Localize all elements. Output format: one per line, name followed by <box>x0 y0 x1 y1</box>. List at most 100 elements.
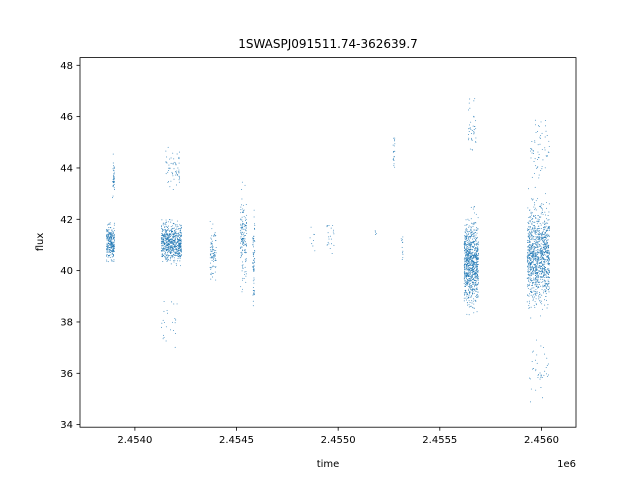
data-point <box>466 275 468 277</box>
data-point <box>110 244 112 246</box>
data-point <box>542 240 544 242</box>
data-point <box>179 237 181 239</box>
data-point <box>473 245 475 247</box>
data-point <box>241 233 243 235</box>
data-point <box>476 268 478 270</box>
data-point <box>543 244 545 245</box>
data-point <box>109 257 111 258</box>
data-point <box>161 233 163 235</box>
data-point <box>465 252 467 254</box>
data-point <box>465 282 467 283</box>
data-point <box>474 270 476 272</box>
data-point <box>472 263 474 265</box>
data-point <box>530 268 532 270</box>
data-point <box>163 247 165 249</box>
data-point <box>180 265 181 267</box>
data-point <box>534 230 536 232</box>
data-point <box>175 252 177 254</box>
data-point <box>180 235 182 237</box>
data-point <box>180 248 182 250</box>
data-point <box>538 219 540 221</box>
data-point <box>528 228 530 230</box>
data-point <box>469 302 471 304</box>
data-point <box>166 246 168 248</box>
data-point <box>215 279 217 281</box>
data-point <box>471 268 473 270</box>
data-point <box>213 258 214 260</box>
data-point <box>252 287 254 288</box>
data-point <box>253 252 255 254</box>
data-point <box>108 251 110 253</box>
data-point <box>534 226 536 228</box>
data-point <box>171 241 173 242</box>
data-point <box>466 274 468 276</box>
data-point <box>468 269 470 271</box>
data-point <box>548 227 550 229</box>
data-point <box>464 285 466 287</box>
data-point <box>172 236 174 237</box>
data-point <box>532 225 534 227</box>
data-point <box>531 260 532 262</box>
data-point <box>209 267 211 269</box>
data-point <box>326 244 328 246</box>
data-point <box>214 266 216 268</box>
data-point <box>215 234 217 236</box>
data-point <box>166 310 168 311</box>
data-point <box>474 289 476 291</box>
data-point <box>112 246 113 247</box>
data-point <box>537 144 539 146</box>
data-point <box>532 262 534 264</box>
data-point <box>179 176 181 178</box>
data-point <box>161 245 163 247</box>
data-point <box>536 271 538 273</box>
data-point <box>544 248 546 250</box>
data-point <box>245 204 247 205</box>
data-point <box>534 202 535 204</box>
data-point <box>536 304 537 306</box>
data-point <box>162 240 164 242</box>
data-point <box>467 247 469 249</box>
data-point <box>253 265 255 267</box>
data-point <box>530 235 532 237</box>
data-point <box>107 244 109 246</box>
data-point <box>472 273 474 275</box>
data-point <box>473 236 474 238</box>
data-point <box>167 239 169 241</box>
data-point <box>541 165 543 167</box>
data-point <box>466 272 468 274</box>
data-point <box>466 280 468 282</box>
data-point <box>464 231 466 233</box>
data-point <box>537 272 539 273</box>
data-point <box>179 239 181 241</box>
data-point <box>534 273 536 275</box>
data-point <box>333 244 335 246</box>
data-point <box>254 291 255 293</box>
data-point <box>537 131 538 132</box>
data-point <box>467 262 469 264</box>
data-point <box>465 244 467 246</box>
data-point <box>468 226 470 228</box>
data-point <box>477 279 479 281</box>
data-point <box>534 256 536 258</box>
data-point <box>546 272 548 274</box>
data-point <box>543 230 544 232</box>
data-point <box>536 257 538 259</box>
data-point <box>535 257 537 259</box>
data-point <box>113 187 115 189</box>
data-point <box>530 279 532 281</box>
data-point <box>539 267 541 269</box>
data-point <box>161 228 163 230</box>
data-point <box>244 252 246 254</box>
data-point <box>540 345 542 347</box>
data-point <box>546 240 548 242</box>
data-point <box>545 373 547 375</box>
data-point <box>173 246 175 248</box>
data-point <box>310 226 312 228</box>
data-point <box>171 231 172 233</box>
data-point <box>469 251 471 253</box>
data-point <box>467 256 469 258</box>
data-point <box>535 278 537 280</box>
data-point <box>534 209 536 211</box>
data-point <box>534 252 536 254</box>
data-point <box>463 243 465 245</box>
